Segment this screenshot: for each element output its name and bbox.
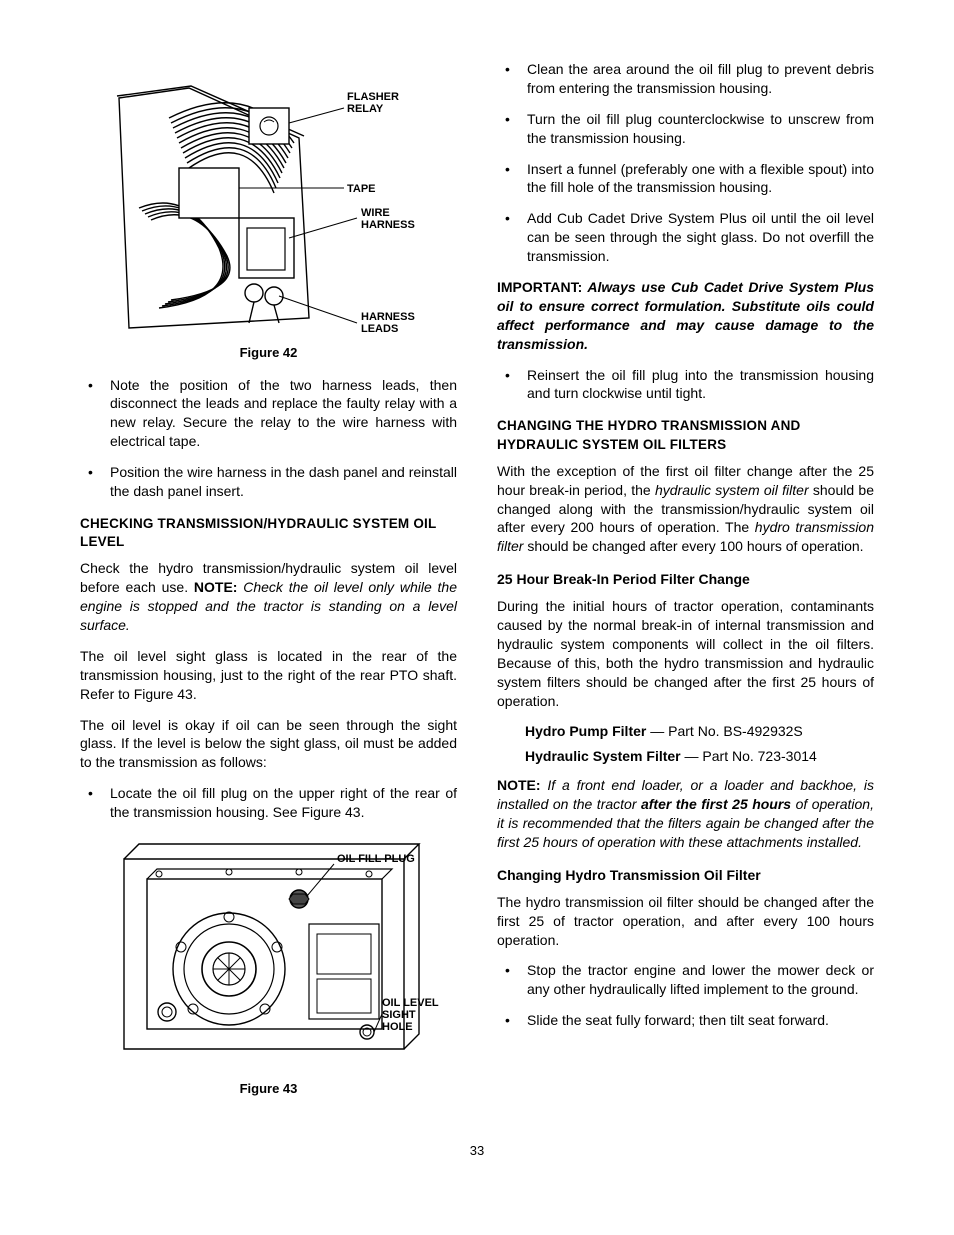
bullet-item: Insert a funnel (preferably one with a f… [497,160,874,198]
svg-text:OIL FILL PLUG: OIL FILL PLUG [337,853,415,865]
svg-text:LEADS: LEADS [361,323,398,335]
page-number: 33 [80,1142,874,1160]
filter-part: — Part No. BS-492932S [646,723,802,739]
para-filter-schedule: With the exception of the first oil filt… [497,462,874,556]
note-text-b: after the first 25 hours [641,796,791,812]
svg-text:HOLE: HOLE [382,1021,413,1033]
bullet-item: Clean the area around the oil fill plug … [497,60,874,98]
right-bullets-c: Stop the tractor engine and lower the mo… [497,961,874,1030]
note-loader: NOTE: If a front end loader, or a loader… [497,776,874,852]
filter-label: Hydro Pump Filter [525,723,646,739]
subheading-hydro-filter: Changing Hydro Transmission Oil Filter [497,866,874,885]
figure-42-svg: FLASHER RELAY TAPE WIRE HARNESS HARNESS … [99,68,439,338]
heading-changing-filters: CHANGING THE HYDRO TRANSMISSION AND HYDR… [497,417,874,453]
para-hydro-filter: The hydro transmission oil filter should… [497,893,874,950]
left-bullets-a: Note the position of the two harness lea… [80,376,457,501]
note-label: NOTE: [194,579,238,595]
bullet-item: Locate the oil fill plug on the upper ri… [80,784,457,822]
left-column: FLASHER RELAY TAPE WIRE HARNESS HARNESS … [80,60,457,1112]
right-column: Clean the area around the oil fill plug … [497,60,874,1112]
right-bullets-a: Clean the area around the oil fill plug … [497,60,874,266]
bullet-item: Slide the seat fully forward; then tilt … [497,1011,874,1030]
page-columns: FLASHER RELAY TAPE WIRE HARNESS HARNESS … [80,60,874,1112]
svg-text:SIGHT: SIGHT [382,1009,416,1021]
svg-text:RELAY: RELAY [347,103,384,115]
note-label: NOTE: [497,777,541,793]
para-check-level: Check the hydro transmission/hydraulic s… [80,559,457,635]
filter-2: Hydraulic System Filter — Part No. 723-3… [525,747,874,766]
text: should be changed after every 100 hours … [523,538,863,554]
bullet-item: Turn the oil fill plug counterclockwise … [497,110,874,148]
figure-42: FLASHER RELAY TAPE WIRE HARNESS HARNESS … [80,68,457,362]
right-bullets-b: Reinsert the oil fill plug into the tran… [497,366,874,404]
bullet-item: Add Cub Cadet Drive System Plus oil unti… [497,209,874,266]
bullet-item: Stop the tractor engine and lower the mo… [497,961,874,999]
svg-text:WIRE: WIRE [361,207,390,219]
para-sight-glass-location: The oil level sight glass is located in … [80,647,457,704]
heading-checking-level: CHECKING TRANSMISSION/HYDRAULIC SYSTEM O… [80,515,457,551]
svg-text:OIL LEVEL: OIL LEVEL [382,997,439,1009]
figure-43: OIL FILL PLUG OIL LEVEL SIGHT HOLE Figur… [80,834,457,1098]
svg-text:TAPE: TAPE [347,183,376,195]
figure-42-caption: Figure 42 [80,344,457,362]
bullet-item: Note the position of the two harness lea… [80,376,457,452]
filter-part: — Part No. 723-3014 [681,748,817,764]
italic-text: hydraulic system oil filter [655,482,809,498]
figure-43-caption: Figure 43 [80,1080,457,1098]
subheading-25hr: 25 Hour Break-In Period Filter Change [497,570,874,589]
important-label: IMPORTANT: [497,279,582,295]
filter-1: Hydro Pump Filter — Part No. BS-492932S [525,722,874,741]
filter-label: Hydraulic System Filter [525,748,681,764]
bullet-item: Reinsert the oil fill plug into the tran… [497,366,874,404]
bullet-item: Position the wire harness in the dash pa… [80,463,457,501]
para-oil-level-ok: The oil level is okay if oil can be seen… [80,716,457,773]
svg-text:HARNESS: HARNESS [361,219,415,231]
left-bullets-b: Locate the oil fill plug on the upper ri… [80,784,457,822]
svg-text:HARNESS: HARNESS [361,311,415,323]
important-note: IMPORTANT: Always use Cub Cadet Drive Sy… [497,278,874,354]
svg-text:FLASHER: FLASHER [347,91,399,103]
para-break-in: During the initial hours of tractor oper… [497,597,874,710]
figure-43-svg: OIL FILL PLUG OIL LEVEL SIGHT HOLE [99,834,439,1074]
